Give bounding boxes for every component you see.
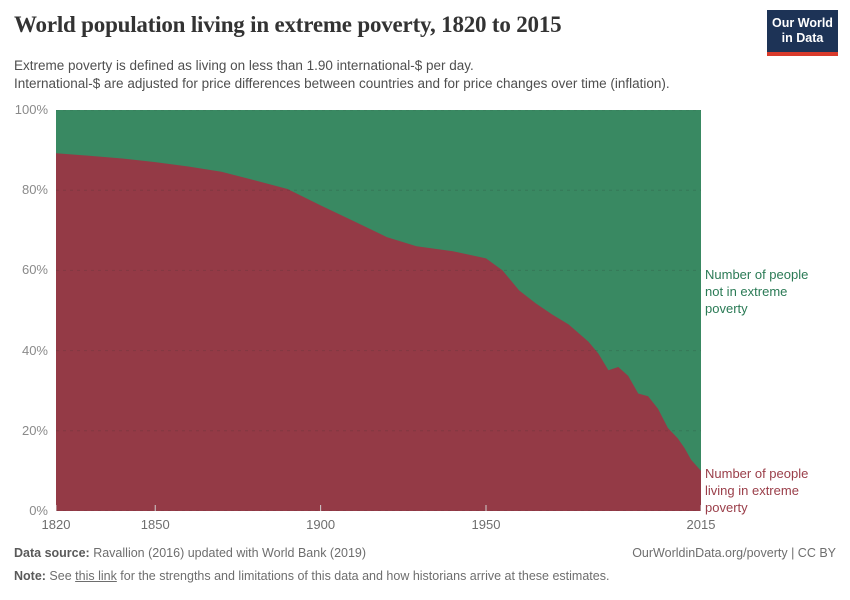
x-axis-tick-label: 1820 — [41, 517, 71, 532]
y-axis-tick-label: 40% — [21, 342, 48, 358]
chart-footer: Data source: Ravallion (2016) updated wi… — [14, 546, 836, 583]
y-axis-tick-label: 80% — [21, 182, 48, 198]
owid-logo[interactable]: Our World in Data — [767, 10, 838, 56]
x-axis-tick-label: 1850 — [140, 517, 170, 532]
note-post: for the strengths and limitations of thi… — [116, 569, 610, 583]
note-pre: See — [45, 569, 76, 583]
stacked-area-chart[interactable] — [56, 110, 701, 511]
chart-subtitle: Extreme poverty is defined as living on … — [14, 57, 774, 93]
y-axis-tick-label: 100% — [14, 102, 48, 117]
note-line: Note: See this link for the strengths an… — [14, 569, 836, 583]
note-link[interactable]: this link — [75, 569, 117, 583]
x-axis-tick-label: 2015 — [686, 517, 716, 532]
data-source-text: Ravallion (2016) updated with World Bank… — [89, 546, 367, 560]
x-axis-tick-label: 1950 — [471, 517, 501, 532]
data-source-label: Data source: — [14, 546, 90, 560]
subtitle-line-2: International-$ are adjusted for price d… — [14, 76, 670, 91]
owid-logo-line-1: Our World — [772, 16, 833, 30]
data-source-line: Data source: Ravallion (2016) updated wi… — [14, 546, 366, 560]
series-label-not-in-extreme-poverty: Number of people not in extreme poverty — [705, 267, 809, 316]
page-title: World population living in extreme pover… — [14, 12, 562, 37]
y-axis-tick-label: 60% — [21, 262, 48, 278]
y-axis-tick-label: 0% — [29, 503, 48, 518]
x-axis-tick-label: 1900 — [306, 517, 336, 532]
note-label: Note: — [14, 569, 46, 583]
series-label-living-in-extreme-poverty: Number of people living in extreme pover… — [705, 466, 809, 515]
subtitle-line-1: Extreme poverty is defined as living on … — [14, 58, 474, 73]
y-axis-tick-label: 20% — [21, 422, 48, 438]
owid-credit-link[interactable]: OurWorldinData.org/poverty | CC BY — [632, 546, 836, 560]
owid-logo-line-2: in Data — [781, 31, 824, 45]
area-extreme-poverty[interactable] — [56, 153, 701, 511]
